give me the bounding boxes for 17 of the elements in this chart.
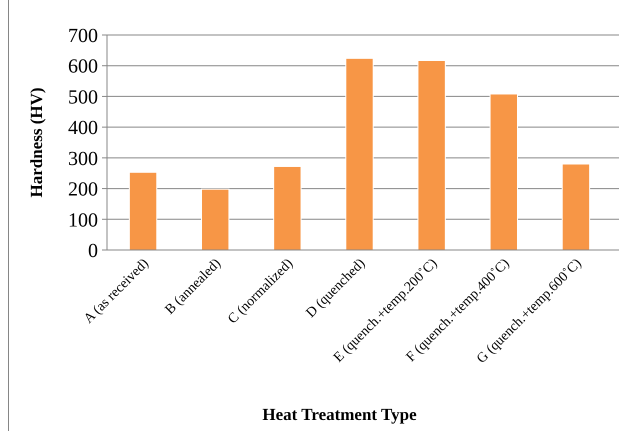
y-axis-title: Hardness (HV) xyxy=(27,87,46,198)
bar xyxy=(201,188,230,250)
x-axis-title: Heat Treatment Type xyxy=(262,405,418,424)
bar xyxy=(128,172,158,250)
y-tick-label: 600 xyxy=(68,56,98,78)
y-tick-label: 200 xyxy=(68,178,98,201)
y-tick-label: 100 xyxy=(68,209,98,232)
bar xyxy=(417,60,446,250)
bar xyxy=(490,93,518,250)
bar xyxy=(273,166,302,250)
bar xyxy=(562,164,590,250)
y-tick-label: 500 xyxy=(68,86,98,108)
bar xyxy=(345,58,374,250)
y-tick-label: 0 xyxy=(88,240,98,262)
y-tick-label: 700 xyxy=(68,25,98,47)
y-tick-label: 300 xyxy=(68,148,98,170)
y-tick-label: 400 xyxy=(68,117,98,140)
